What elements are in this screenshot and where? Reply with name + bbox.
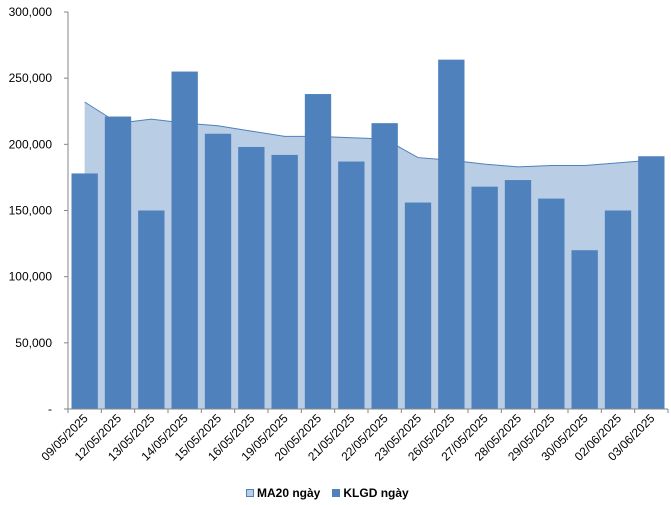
bar-30/05/2025: [571, 250, 598, 409]
bar-23/05/2025: [404, 202, 432, 409]
bar-20/05/2025: [304, 94, 332, 410]
bar-19/05/2025: [271, 154, 298, 409]
legend-swatch-klgd: [332, 489, 341, 497]
y-tick-label: 150,000: [9, 204, 53, 218]
ma20-area: [84, 101, 652, 409]
y-tick-labels: - 50,000 100,000 150,000 200,000 250,000 300,0…: [9, 5, 68, 416]
bar-22/05/2025: [371, 123, 398, 409]
bar-09/05/2025: [71, 173, 98, 409]
y-tick-label: 300,000: [9, 5, 53, 19]
bar-21/05/2025: [338, 161, 365, 409]
bar-28/05/2025: [504, 180, 532, 409]
y-tick-label: 100,000: [9, 270, 53, 284]
legend-label-klgd: KLGD ngày: [343, 486, 409, 500]
bar-15/05/2025: [204, 133, 232, 409]
bar-03/06/2025: [638, 156, 665, 409]
bar-27/05/2025: [471, 186, 498, 409]
legend: MA20 ngày KLGD ngày: [246, 486, 421, 500]
bar-14/05/2025: [171, 71, 198, 410]
bar-12/05/2025: [104, 116, 132, 409]
bar-02/06/2025: [604, 210, 632, 409]
bar-29/05/2025: [538, 198, 565, 409]
legend-label-ma20: MA20 ngày: [257, 486, 321, 500]
legend-swatch-ma20: [246, 489, 254, 497]
klgd-bar-layer: [71, 59, 665, 410]
legend-item-ma20: MA20 ngày: [246, 486, 320, 500]
y-tick-label: -: [48, 402, 52, 416]
x-tick-labels: 09/05/202512/05/202513/05/202514/05/2025…: [38, 409, 669, 464]
bar-16/05/2025: [238, 146, 265, 410]
bar-26/05/2025: [438, 59, 465, 409]
y-tick-label: 250,000: [9, 71, 53, 85]
bar-13/05/2025: [138, 210, 165, 409]
y-tick-label: 200,000: [9, 137, 53, 151]
legend-item-klgd: KLGD ngày: [332, 486, 409, 500]
y-tick-label: 50,000: [15, 336, 52, 350]
ma20-area-layer: [84, 101, 652, 409]
